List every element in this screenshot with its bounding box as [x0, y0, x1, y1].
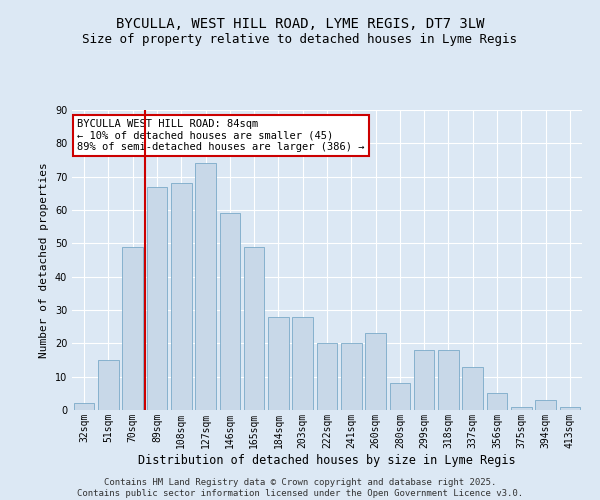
Bar [171, 184, 191, 410]
Bar [317, 344, 337, 410]
Text: BYCULLA WEST HILL ROAD: 84sqm
← 10% of detached houses are smaller (45)
89% of s: BYCULLA WEST HILL ROAD: 84sqm ← 10% of d… [77, 119, 365, 152]
Text: Contains HM Land Registry data © Crown copyright and database right 2025.
Contai: Contains HM Land Registry data © Crown c… [77, 478, 523, 498]
Bar [268, 316, 289, 410]
Bar [195, 164, 216, 410]
Bar [292, 316, 313, 410]
Bar [414, 350, 434, 410]
X-axis label: Distribution of detached houses by size in Lyme Regis: Distribution of detached houses by size … [138, 454, 516, 466]
Bar [463, 366, 483, 410]
Bar [122, 246, 143, 410]
Bar [535, 400, 556, 410]
Bar [74, 404, 94, 410]
Bar [341, 344, 362, 410]
Bar [438, 350, 459, 410]
Bar [365, 334, 386, 410]
Bar [98, 360, 119, 410]
Text: Size of property relative to detached houses in Lyme Regis: Size of property relative to detached ho… [83, 32, 517, 46]
Bar [511, 406, 532, 410]
Bar [487, 394, 508, 410]
Bar [389, 384, 410, 410]
Y-axis label: Number of detached properties: Number of detached properties [39, 162, 49, 358]
Bar [560, 406, 580, 410]
Bar [146, 186, 167, 410]
Text: BYCULLA, WEST HILL ROAD, LYME REGIS, DT7 3LW: BYCULLA, WEST HILL ROAD, LYME REGIS, DT7… [116, 18, 484, 32]
Bar [244, 246, 265, 410]
Bar [220, 214, 240, 410]
